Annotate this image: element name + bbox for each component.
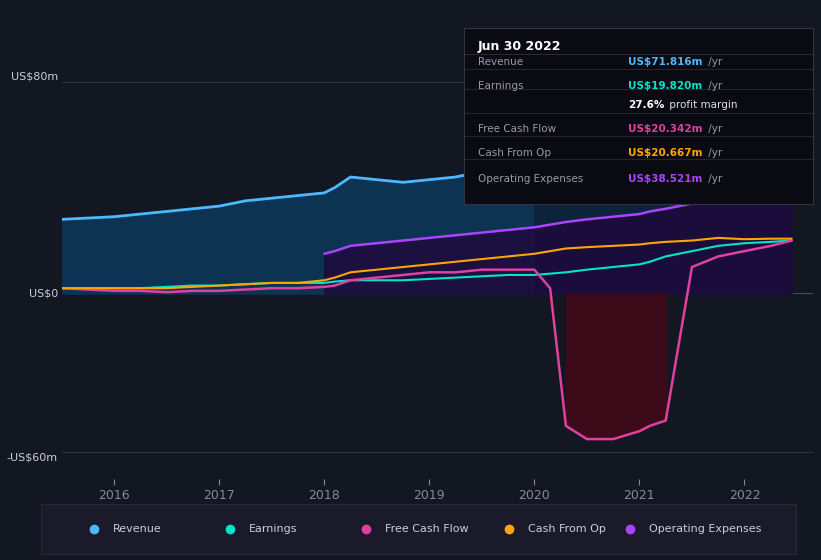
Text: Revenue: Revenue — [478, 57, 523, 67]
Text: /yr: /yr — [704, 148, 722, 158]
Text: US$0: US$0 — [29, 288, 57, 298]
Text: Earnings: Earnings — [478, 81, 523, 91]
Text: Cash From Op: Cash From Op — [528, 524, 606, 534]
Text: 27.6%: 27.6% — [628, 100, 664, 110]
Text: Earnings: Earnings — [249, 524, 297, 534]
Text: US$80m: US$80m — [11, 72, 57, 82]
Text: US$20.342m: US$20.342m — [628, 124, 702, 134]
Text: Operating Expenses: Operating Expenses — [478, 174, 583, 184]
Text: US$20.667m: US$20.667m — [628, 148, 702, 158]
Text: Operating Expenses: Operating Expenses — [649, 524, 761, 534]
Text: Cash From Op: Cash From Op — [478, 148, 551, 158]
Text: /yr: /yr — [704, 57, 722, 67]
Text: /yr: /yr — [704, 174, 722, 184]
Text: Free Cash Flow: Free Cash Flow — [385, 524, 468, 534]
Text: Revenue: Revenue — [112, 524, 162, 534]
Text: Free Cash Flow: Free Cash Flow — [478, 124, 556, 134]
Text: US$71.816m: US$71.816m — [628, 57, 702, 67]
Text: Jun 30 2022: Jun 30 2022 — [478, 40, 562, 53]
Text: US$19.820m: US$19.820m — [628, 81, 702, 91]
Text: /yr: /yr — [704, 81, 722, 91]
Text: -US$60m: -US$60m — [7, 452, 57, 463]
Text: US$38.521m: US$38.521m — [628, 174, 702, 184]
Text: profit margin: profit margin — [667, 100, 738, 110]
Text: /yr: /yr — [704, 124, 722, 134]
